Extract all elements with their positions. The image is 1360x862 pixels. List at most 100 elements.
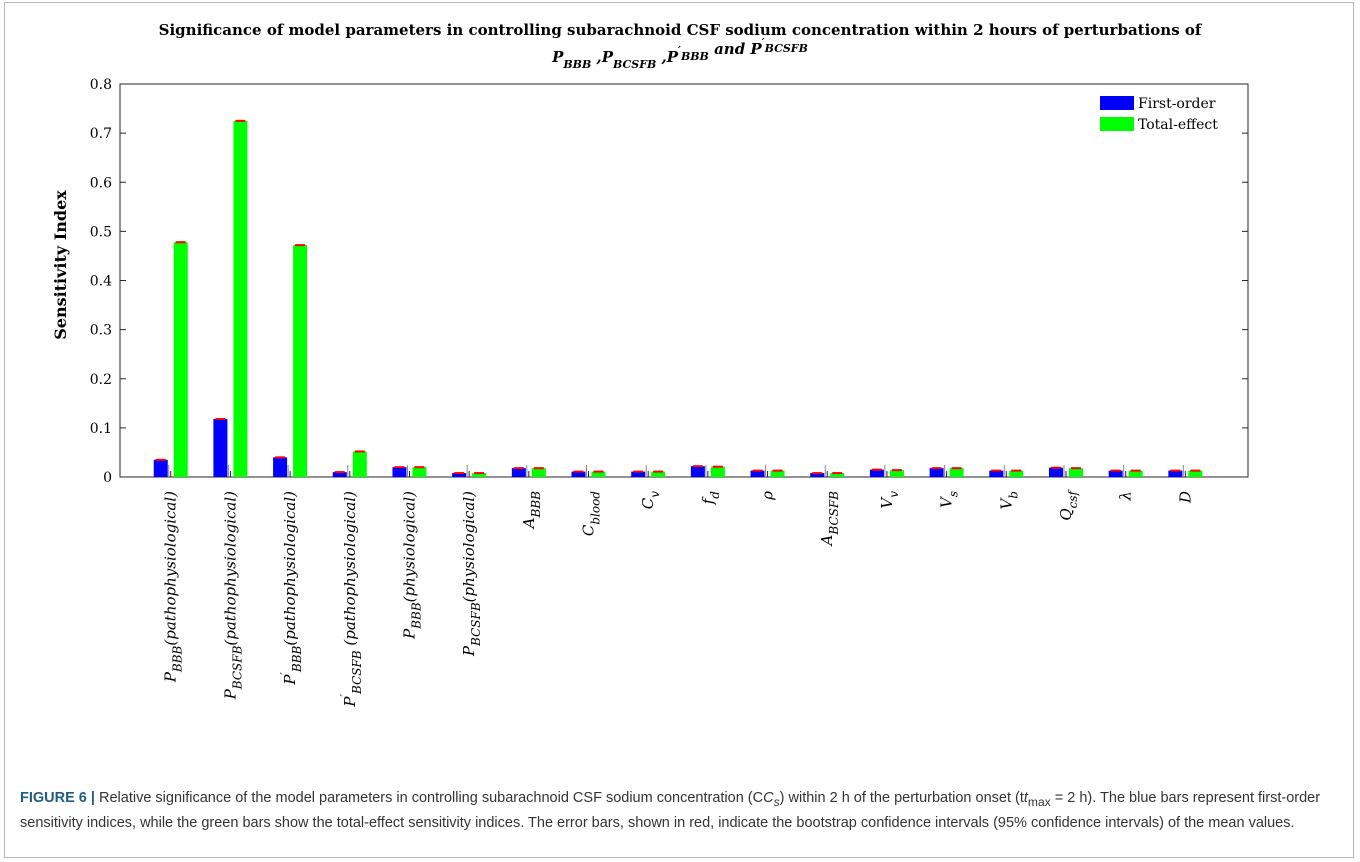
x-label-base: P: [460, 645, 478, 657]
bar-first-order: [571, 471, 586, 477]
x-tick-label: Cv: [639, 491, 662, 509]
title-term-prime-2: ′: [678, 44, 681, 57]
x-label-base: V: [938, 495, 956, 508]
x-label-suffix: (physiological): [460, 491, 478, 602]
x-label-sub: BBB: [290, 645, 304, 673]
bar-total-effect: [352, 451, 367, 477]
plot-area: 00.10.20.30.40.50.60.70.8PBBB(pathophysi…: [90, 77, 1249, 708]
x-tick-label: Qcsf: [1057, 488, 1080, 520]
x-tick-label: Cblood: [580, 491, 603, 536]
y-tick-label: 0: [103, 470, 112, 486]
x-label-base: C: [580, 524, 598, 536]
bar-total-effect: [1009, 470, 1024, 477]
bar-first-order: [452, 473, 467, 477]
x-label-base: P: [221, 688, 239, 700]
x-tick-label: D: [1176, 491, 1194, 504]
x-label-sub: BBB: [171, 645, 185, 673]
x-tick-label: fd: [699, 491, 722, 506]
y-tick-label: 0.8: [90, 77, 112, 93]
x-label-sub: BCSFB: [230, 645, 244, 690]
x-label-base: D: [1176, 491, 1194, 504]
x-tick-label: P′BCSFB (pathophysiological): [338, 491, 364, 708]
x-label-sub: v: [648, 491, 662, 498]
x-label-sub: s: [947, 491, 961, 497]
title-term-prime-3: ′: [762, 36, 765, 49]
x-label-suffix: (pathophysiological): [221, 491, 239, 646]
x-label-base: V: [997, 497, 1015, 510]
bar-first-order: [929, 468, 944, 477]
chart-title-line2: PBBB ,PBCSFB ,P′BBB and P′BCSFB: [551, 36, 808, 71]
x-label-sub: blood: [589, 491, 603, 525]
x-tick-label: λ: [1117, 491, 1135, 502]
bar-first-order: [213, 419, 228, 477]
bar-first-order: [1168, 470, 1183, 477]
caption-text2: ) within 2 h of the perturbation onset (…: [779, 790, 1024, 806]
bar-first-order: [750, 470, 765, 477]
y-tick-label: 0.6: [90, 175, 112, 191]
caption-sub2: max: [1027, 794, 1051, 809]
x-label-base: A: [818, 534, 836, 547]
x-label-base: ρ: [759, 491, 777, 501]
bar-total-effect: [1128, 470, 1143, 477]
title-term-1: P: [601, 48, 614, 66]
bar-first-order: [631, 471, 646, 477]
x-tick-label: P′BBB(pathophysiological): [278, 491, 304, 686]
bar-first-order: [690, 466, 705, 477]
bar-total-effect: [770, 470, 785, 477]
x-label-base: Q: [1057, 508, 1075, 520]
y-tick-label: 0.7: [90, 126, 112, 142]
x-label-base: C: [639, 497, 657, 509]
title-term-sub-3: BCSFB: [764, 42, 808, 55]
x-label-suffix: (physiological): [400, 491, 418, 602]
x-label-prime: ′: [278, 672, 291, 675]
x-tick-label: ABBB: [520, 491, 543, 530]
x-tick-label: Vb: [997, 491, 1020, 510]
bar-total-effect: [472, 473, 487, 477]
legend-swatch: [1100, 96, 1134, 110]
bar-first-order: [1048, 467, 1063, 477]
x-label-base: P: [400, 628, 418, 640]
bar-total-effect: [889, 470, 904, 477]
bar-first-order: [332, 472, 347, 477]
x-label-base: A: [520, 517, 538, 530]
caption-text3: = 2 h). The blue bars represent first-or…: [20, 790, 1321, 831]
y-tick-label: 0.4: [90, 274, 112, 290]
x-tick-label: Vv: [878, 491, 901, 509]
x-label-sub: v: [887, 491, 901, 498]
x-label-base: λ: [1117, 491, 1135, 502]
bar-first-order: [511, 468, 526, 477]
y-tick-label: 0.1: [90, 421, 112, 437]
x-tick-label: PBCSFB(pathophysiological): [221, 491, 244, 700]
bar-total-effect: [233, 120, 248, 477]
x-label-prime: ′: [338, 693, 351, 696]
x-label-suffix: (pathophysiological): [341, 491, 359, 651]
x-label-sub: BBB: [529, 491, 543, 519]
caption-symbol: C: [763, 790, 774, 806]
x-tick-label: PBCSFB(physiological): [460, 491, 483, 657]
title-term-sep-2: and: [709, 40, 751, 58]
chart-title-line1: Significance of model parameters in cont…: [159, 21, 1203, 39]
x-tick-label: ABCSFB: [818, 491, 841, 548]
bar-total-effect: [949, 468, 964, 477]
title-term-0: P: [551, 48, 564, 66]
bar-chart: Significance of model parameters in cont…: [51, 21, 1249, 708]
bar-total-effect: [173, 242, 188, 477]
x-label-base: V: [878, 496, 896, 509]
bar-first-order: [989, 470, 1004, 477]
title-term-sub-0: BBB: [562, 58, 591, 71]
figure-frame: [4, 2, 1354, 858]
legend-swatch: [1100, 117, 1134, 131]
y-tick-label: 0.2: [90, 372, 112, 388]
y-tick-label: 0.5: [90, 224, 112, 240]
caption-symbol2: t: [1023, 790, 1028, 806]
bar-first-order: [810, 473, 825, 477]
x-label-base: f: [699, 496, 717, 505]
x-label-sub: BCSFB: [469, 602, 483, 647]
bar-total-effect: [830, 473, 845, 477]
bar-first-order: [1108, 470, 1123, 477]
x-label-base: P: [281, 674, 299, 686]
x-tick-label: PBBB(physiological): [400, 491, 423, 640]
bar-total-effect: [293, 245, 308, 477]
bar-first-order: [273, 457, 288, 477]
bar-total-effect: [412, 467, 427, 477]
